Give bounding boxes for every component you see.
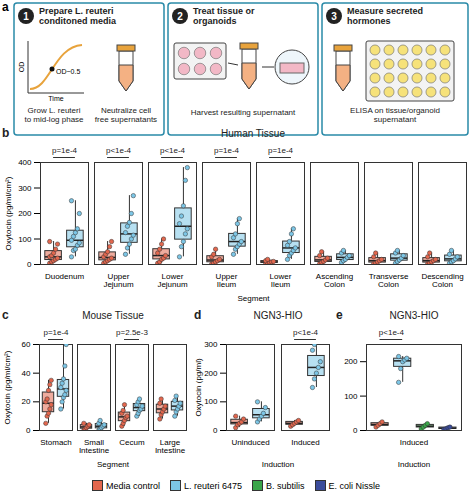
svg-text:Prepare L. reutericonditoned m: Prepare L. reutericonditoned media <box>39 6 117 26</box>
svg-text:20: 20 <box>22 397 31 406</box>
svg-text:DescendingColon: DescendingColon <box>421 272 463 289</box>
svg-text:60: 60 <box>22 340 31 349</box>
html-text:c: c <box>2 308 9 322</box>
svg-text:0: 0 <box>213 426 218 435</box>
html-text:E. coli Nissle: E. coli Nissle <box>328 480 380 491</box>
svg-text:LargeIntestine: LargeIntestine <box>155 438 186 455</box>
svg-text:Stomach: Stomach <box>40 438 72 447</box>
svg-text:2: 2 <box>177 11 183 22</box>
svg-text:Induced: Induced <box>291 438 319 447</box>
svg-text:p<1e-4: p<1e-4 <box>160 146 186 155</box>
svg-text:Time: Time <box>48 95 63 102</box>
html-text:Media control: Media control <box>105 480 160 491</box>
svg-text:Duodenum: Duodenum <box>45 272 84 281</box>
html-text:NGN3-HIO: NGN3-HIO <box>389 310 439 321</box>
svg-text:UpperIleum: UpperIleum <box>216 272 238 289</box>
svg-text:Harvest resulting supernatant: Harvest resulting supernatant <box>191 108 296 117</box>
svg-text:p<1e-4: p<1e-4 <box>379 328 405 337</box>
svg-text:p=1e-4: p=1e-4 <box>214 146 240 155</box>
svg-text:UpperJejunum: UpperJejunum <box>103 272 134 289</box>
svg-text:100: 100 <box>18 235 32 244</box>
svg-text:LowerJejunum: LowerJejunum <box>157 272 188 289</box>
svg-text:p=1e-4: p=1e-4 <box>268 146 294 155</box>
svg-text:400: 400 <box>18 158 32 167</box>
html-text:b: b <box>2 126 10 140</box>
svg-text:LowerIleum: LowerIleum <box>270 272 292 289</box>
html-text:d: d <box>194 308 202 322</box>
svg-text:Segment: Segment <box>97 460 130 469</box>
html-text:L. reuteri 6475: L. reuteri 6475 <box>184 480 242 491</box>
svg-text:OD: OD <box>18 62 25 73</box>
svg-text:300: 300 <box>18 184 32 193</box>
svg-text:100: 100 <box>344 392 358 401</box>
svg-text:Induction: Induction <box>398 460 430 469</box>
svg-text:p=1e-4: p=1e-4 <box>52 146 78 155</box>
svg-text:Induction: Induction <box>262 460 294 469</box>
html-text:Human Tissue: Human Tissue <box>221 128 285 139</box>
svg-text:Oxytocin (pg/ml): Oxytocin (pg/ml) <box>194 358 203 417</box>
svg-text:Measure secretedhormones: Measure secretedhormones <box>347 6 423 26</box>
svg-text:0: 0 <box>26 426 31 435</box>
svg-text:AscendingColon: AscendingColon <box>316 272 353 289</box>
svg-text:100: 100 <box>204 397 218 406</box>
svg-text:TransverseColon: TransverseColon <box>369 272 409 289</box>
svg-text:3: 3 <box>331 11 337 22</box>
svg-text:p=2.5e-3: p=2.5e-3 <box>116 328 148 337</box>
svg-text:200: 200 <box>344 357 358 366</box>
svg-text:200: 200 <box>18 209 32 218</box>
svg-text:300: 300 <box>204 340 218 349</box>
svg-text:Neutralize cellfree supernatan: Neutralize cellfree supernatants <box>95 106 157 124</box>
svg-text:0: 0 <box>353 426 358 435</box>
html-text:NGN3-HIO: NGN3-HIO <box>253 310 303 321</box>
svg-text:40: 40 <box>22 369 31 378</box>
svg-text:1: 1 <box>23 11 29 22</box>
svg-text:ELISA on tissue/organoidsupern: ELISA on tissue/organoidsupernatant <box>350 106 440 124</box>
svg-text:Treat tissue ororganoids: Treat tissue ororganoids <box>193 6 255 26</box>
svg-text:Uninduced: Uninduced <box>231 438 269 447</box>
svg-text:Grow L. reuterito mid-log phas: Grow L. reuterito mid-log phase <box>24 106 84 124</box>
html-text:e: e <box>336 308 343 322</box>
svg-text:200: 200 <box>204 369 218 378</box>
svg-text:Oxytocin (pg/ml/cm²): Oxytocin (pg/ml/cm²) <box>4 176 13 250</box>
svg-text:p=1e-4: p=1e-4 <box>43 328 69 337</box>
svg-text:p<1e-4: p<1e-4 <box>106 146 132 155</box>
svg-text:0: 0 <box>27 260 32 269</box>
html-text:Mouse Tissue: Mouse Tissue <box>82 310 144 321</box>
svg-text:p<1e-4: p<1e-4 <box>293 328 319 337</box>
svg-text:Oxytocin (pg/ml/cm²): Oxytocin (pg/ml/cm²) <box>3 350 12 424</box>
svg-text:a: a <box>2 0 9 14</box>
svg-text:Segment: Segment <box>237 294 270 303</box>
html-text:B. subtilis: B. subtilis <box>266 480 305 491</box>
svg-text:OD~0.5: OD~0.5 <box>56 68 80 75</box>
svg-text:SmallIntestine: SmallIntestine <box>79 438 110 455</box>
svg-text:Induced: Induced <box>400 438 428 447</box>
svg-text:Cecum: Cecum <box>119 438 145 447</box>
